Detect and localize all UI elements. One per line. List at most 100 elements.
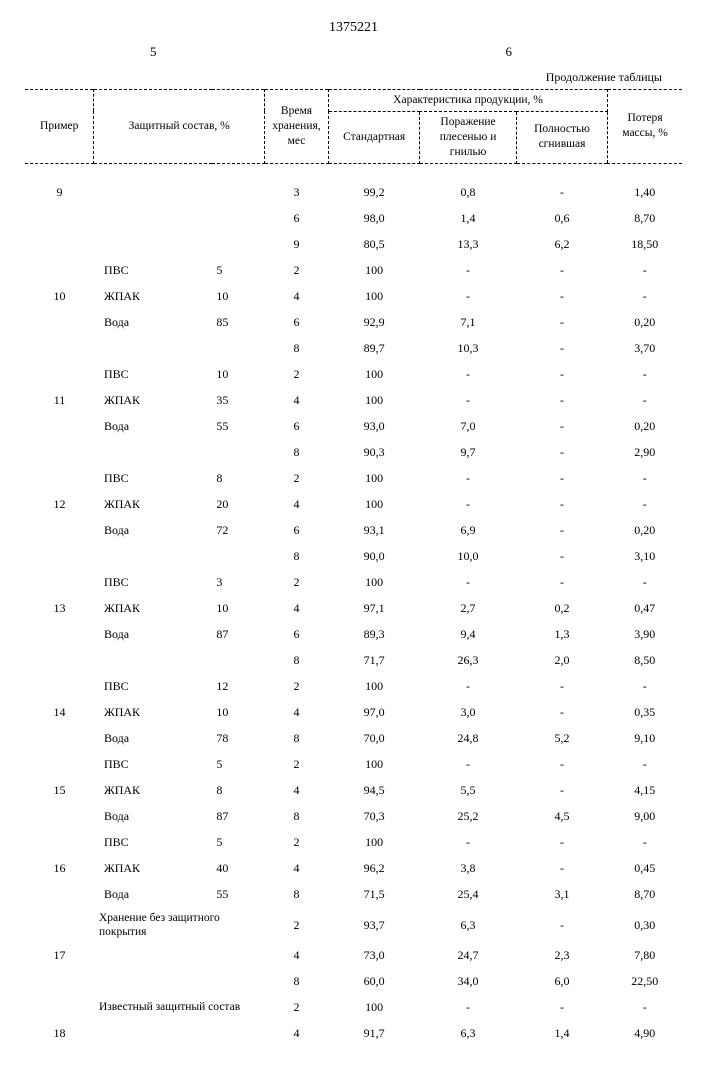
cell-t: 2 <box>264 995 328 1021</box>
cell-s: 92,9 <box>329 310 420 336</box>
cell-comp-name: ЖПАК <box>94 778 212 804</box>
th-composition: Защитный состав, % <box>94 90 264 164</box>
cell-l: - <box>608 492 682 518</box>
cell-comp-pct <box>212 336 264 362</box>
cell-example <box>25 752 94 778</box>
cell-t: 2 <box>264 258 328 284</box>
cell-s: 98,0 <box>329 206 420 232</box>
cell-comp-pct <box>212 648 264 674</box>
cell-comp-pct: 8 <box>212 466 264 492</box>
cell-example <box>25 804 94 830</box>
cell-comp-pct: 20 <box>212 492 264 518</box>
cell-m: - <box>420 492 517 518</box>
cell-s: 73,0 <box>329 943 420 969</box>
cell-m: - <box>420 284 517 310</box>
cell-l: - <box>608 362 682 388</box>
cell-comp-pct: 3 <box>212 570 264 596</box>
cell-r: 5,2 <box>516 726 607 752</box>
cell-t: 8 <box>264 726 328 752</box>
table-row: ПВС52100--- <box>25 752 682 778</box>
table-row: Вода87689,39,41,33,90 <box>25 622 682 648</box>
cell-comp-name: ПВС <box>94 674 212 700</box>
cell-s: 100 <box>329 830 420 856</box>
cell-m: - <box>420 258 517 284</box>
th-rot: Полностью сгнившая <box>516 111 607 163</box>
cell-example <box>25 674 94 700</box>
doc-number: 1375221 <box>25 20 682 36</box>
cell-r: - <box>516 284 607 310</box>
cell-comp-name <box>94 336 212 362</box>
cell-s: 100 <box>329 570 420 596</box>
cell-t: 4 <box>264 388 328 414</box>
cell-t: 8 <box>264 969 328 995</box>
cell-l: 8,50 <box>608 648 682 674</box>
cell-r: - <box>516 440 607 466</box>
cell-m: - <box>420 570 517 596</box>
th-mold: Поражение плесенью и гнилью <box>420 111 517 163</box>
table-row: ПВС52100--- <box>25 258 682 284</box>
table-row: 12ЖПАК204100--- <box>25 492 682 518</box>
cell-r: - <box>516 466 607 492</box>
th-example: Пример <box>25 90 94 164</box>
cell-m: 0,8 <box>420 180 517 206</box>
th-standard: Стандартная <box>329 111 420 163</box>
cell-r: - <box>516 908 607 943</box>
cell-t: 6 <box>264 414 328 440</box>
cell-s: 94,5 <box>329 778 420 804</box>
cell-t: 6 <box>264 518 328 544</box>
cell-r: 1,4 <box>516 1021 607 1047</box>
table-row: 16ЖПАК40496,23,8-0,45 <box>25 856 682 882</box>
cell-example <box>25 622 94 648</box>
cell-comp-name: ПВС <box>94 362 212 388</box>
cell-s: 93,0 <box>329 414 420 440</box>
cell-m: 25,2 <box>420 804 517 830</box>
cell-example <box>25 362 94 388</box>
cell-comp-pct: 8 <box>212 778 264 804</box>
cell-t: 4 <box>264 284 328 310</box>
cell-example <box>25 310 94 336</box>
cell-r: - <box>516 180 607 206</box>
table-row: 860,034,06,022,50 <box>25 969 682 995</box>
cell-l: 4,15 <box>608 778 682 804</box>
cell-comp-pct: 87 <box>212 804 264 830</box>
cell-s: 100 <box>329 492 420 518</box>
cell-m: 34,0 <box>420 969 517 995</box>
table-row: 13ЖПАК10497,12,70,20,47 <box>25 596 682 622</box>
cell-s: 97,0 <box>329 700 420 726</box>
cell-example: 13 <box>25 596 94 622</box>
page-right: 6 <box>506 44 513 60</box>
table-row: Вода78870,024,85,29,10 <box>25 726 682 752</box>
table-row: 15ЖПАК8494,55,5-4,15 <box>25 778 682 804</box>
cell-s: 96,2 <box>329 856 420 882</box>
cell-example <box>25 882 94 908</box>
cell-l: 0,47 <box>608 596 682 622</box>
cell-m: 10,3 <box>420 336 517 362</box>
table-row: Вода85692,97,1-0,20 <box>25 310 682 336</box>
cell-comp-pct: 87 <box>212 622 264 648</box>
cell-l: 0,20 <box>608 518 682 544</box>
cell-t: 8 <box>264 336 328 362</box>
cell-m: 26,3 <box>420 648 517 674</box>
cell-r: - <box>516 388 607 414</box>
cell-example <box>25 466 94 492</box>
cell-r: 2,3 <box>516 943 607 969</box>
cell-m: 25,4 <box>420 882 517 908</box>
table-row: 18491,76,31,44,90 <box>25 1021 682 1047</box>
cell-m: - <box>420 830 517 856</box>
cell-m: 13,3 <box>420 232 517 258</box>
cell-s: 100 <box>329 258 420 284</box>
cell-example <box>25 206 94 232</box>
cell-m: 6,9 <box>420 518 517 544</box>
cell-l: - <box>608 258 682 284</box>
cell-s: 90,0 <box>329 544 420 570</box>
cell-comp-pct: 10 <box>212 596 264 622</box>
table-row: 889,710,3-3,70 <box>25 336 682 362</box>
cell-example: 10 <box>25 284 94 310</box>
cell-m: 5,5 <box>420 778 517 804</box>
cell-comp-name <box>94 943 212 969</box>
cell-t: 4 <box>264 700 328 726</box>
cell-r: - <box>516 778 607 804</box>
cell-m: 7,1 <box>420 310 517 336</box>
cell-comp-pct: 5 <box>212 258 264 284</box>
cell-m: 3,8 <box>420 856 517 882</box>
